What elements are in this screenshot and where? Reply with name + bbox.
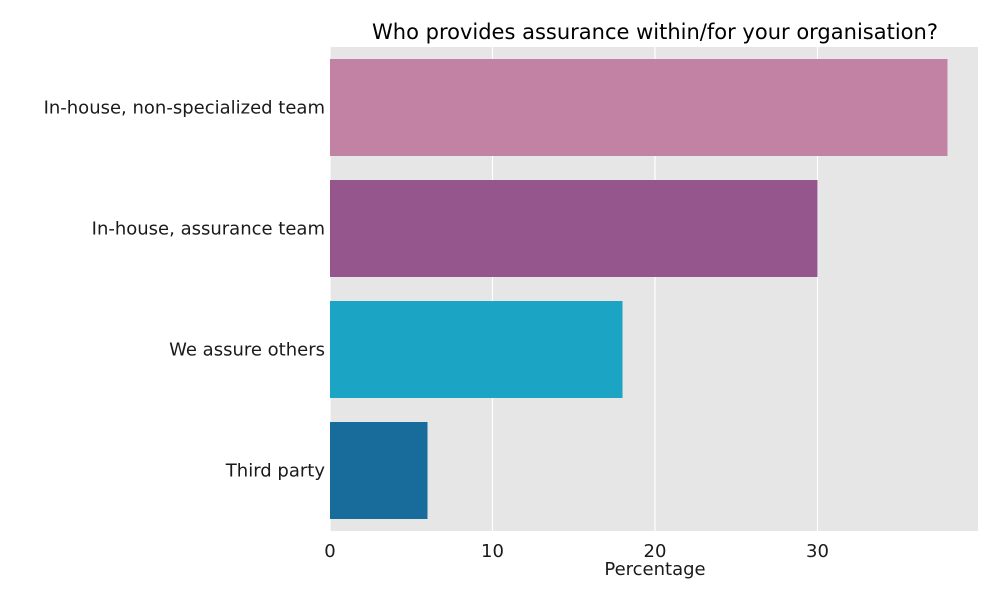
bar [330, 180, 818, 277]
x-tick-label: 10 [481, 541, 504, 562]
x-tick-labels: 0 10 20 30 [324, 541, 829, 562]
category-labels: In-house, non-specialized team In-house, … [44, 98, 326, 482]
bar [330, 59, 948, 156]
x-tick-label: 20 [644, 541, 667, 562]
chart-title: Who provides assurance within/for your o… [372, 20, 938, 44]
bar [330, 301, 623, 398]
category-label: In-house, assurance team [92, 219, 325, 240]
x-tick-label: 30 [806, 541, 829, 562]
category-label: In-house, non-specialized team [44, 98, 325, 119]
x-tick-label: 0 [324, 541, 335, 562]
category-label: We assure others [169, 340, 325, 361]
bars [330, 59, 948, 519]
x-axis-label: Percentage [604, 559, 705, 580]
bar [330, 422, 428, 519]
category-label: Third party [225, 461, 326, 482]
